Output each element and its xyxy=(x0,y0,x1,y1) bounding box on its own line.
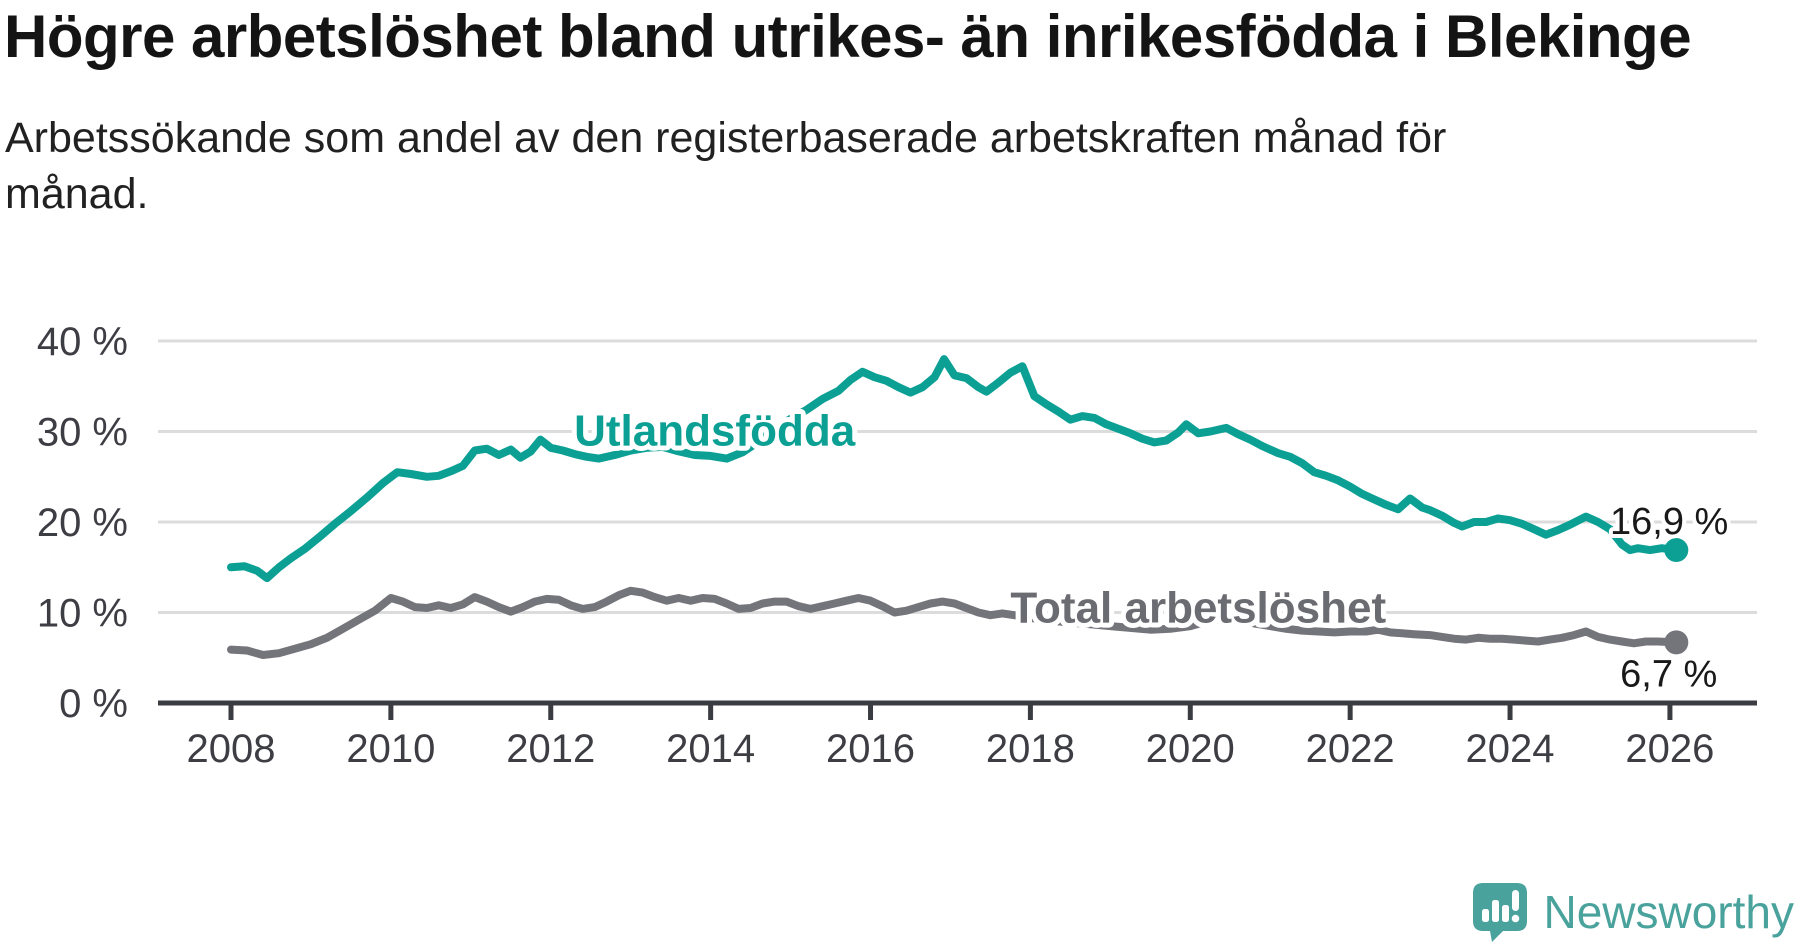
x-axis-label-2022: 2022 xyxy=(1306,727,1395,771)
y-axis-label-10: 10 % xyxy=(37,592,128,636)
x-axis-label-2008: 2008 xyxy=(187,727,276,771)
series-line-utlandsfodda xyxy=(227,355,1681,583)
x-axis-label-2010: 2010 xyxy=(346,727,435,771)
y-axis-label-20: 20 % xyxy=(37,501,128,545)
newsworthy-wordmark: Newsworthy xyxy=(1543,886,1794,938)
series-end-value-utlandsfodda: 16,9 % xyxy=(1610,501,1728,543)
x-axis-label-2014: 2014 xyxy=(666,727,755,771)
series-end-value-total-arbetsloshet: 6,7 % xyxy=(1620,653,1717,695)
chart-subtitle: Arbetssökande som andel av den registerb… xyxy=(5,114,1447,218)
x-axis-label-2018: 2018 xyxy=(986,727,1075,771)
x-axis-label-2012: 2012 xyxy=(506,727,595,771)
y-axis-label-30: 30 % xyxy=(37,411,128,455)
x-axis-label-2024: 2024 xyxy=(1466,727,1555,771)
series-line-total-arbetsloshet xyxy=(227,586,1681,659)
x-axis-label-2026: 2026 xyxy=(1625,727,1714,771)
x-axis-label-2020: 2020 xyxy=(1146,727,1235,771)
series-end-dot-total-arbetsloshet xyxy=(1664,630,1689,655)
page-title: Högre arbetslöshet bland utrikes- än inr… xyxy=(4,3,1692,70)
series-label-utlandsfodda: Utlandsfödda xyxy=(574,407,856,456)
series-label-total-arbetsloshet: Total arbetslöshet xyxy=(1010,584,1386,633)
series-end-dot-utlandsfodda xyxy=(1664,538,1689,563)
x-axis-label-2016: 2016 xyxy=(826,727,915,771)
newsworthy-logo-icon xyxy=(1473,883,1528,942)
y-axis-label-40: 40 % xyxy=(37,320,128,364)
y-axis-label-0: 0 % xyxy=(59,682,128,726)
newsworthy-logo: Newsworthy xyxy=(1472,882,1794,942)
